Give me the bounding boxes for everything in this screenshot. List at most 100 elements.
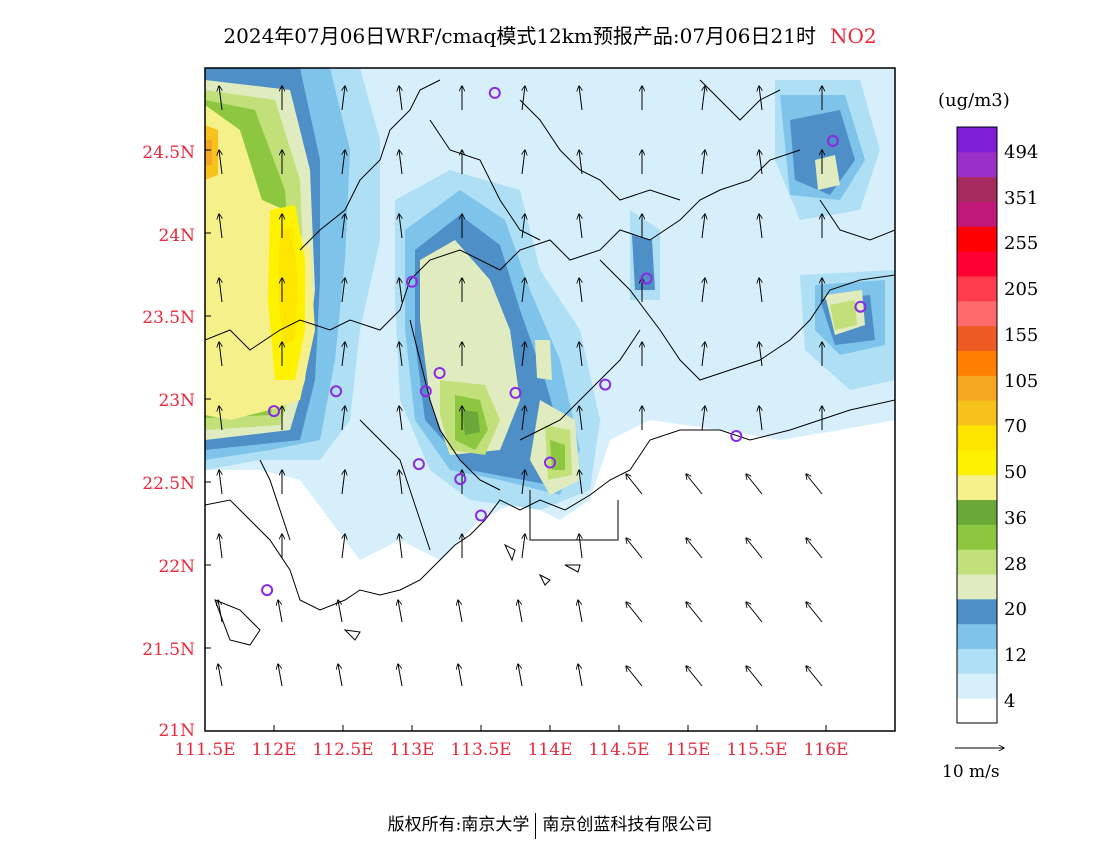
island: [538, 573, 551, 586]
border-line: [819, 199, 895, 241]
station-marker: [433, 367, 446, 379]
wind-arrow: [518, 664, 523, 687]
station-marker: [509, 386, 522, 399]
legend-color-swatch: [957, 151, 997, 178]
wind-arrow: [522, 150, 525, 175]
border-line: [699, 79, 781, 121]
wind-arrow: [686, 538, 703, 559]
wind-arrow: [759, 150, 762, 175]
wind-arrow: [626, 474, 643, 495]
lat-label: 24N: [158, 226, 195, 246]
lon-label: 116E: [803, 740, 849, 760]
legend-color-swatch: [957, 176, 997, 202]
legend-label: 155: [1004, 325, 1039, 346]
wind-arrow: [342, 534, 345, 559]
lon-label: 114.5E: [588, 740, 650, 760]
legend-unit: (ug/m3): [938, 90, 1010, 111]
wind-arrow: [399, 534, 402, 559]
station-marker: [419, 385, 432, 398]
wind-arrow: [219, 470, 222, 495]
wind-arrow: [626, 538, 643, 559]
wind-arrow: [522, 406, 525, 431]
wind-arrow: [342, 342, 345, 367]
wind-arrow: [219, 406, 222, 431]
wind-arrow: [399, 342, 402, 367]
wind-arrow: [702, 342, 705, 367]
island: [343, 629, 361, 641]
lat-label: 21N: [158, 721, 195, 741]
lon-label: 112E: [251, 740, 297, 760]
legend-color-swatch: [957, 673, 997, 699]
station-marker: [475, 509, 487, 522]
wind-arrow: [219, 534, 222, 559]
wind-arrow: [399, 278, 402, 303]
island: [503, 543, 516, 562]
wind-arrow: [746, 602, 763, 623]
copyright-footer: 版权所有:南京大学 南京创蓝科技有限公司: [0, 810, 1100, 839]
legend-color-swatch: [957, 350, 997, 376]
legend-label: 36: [1004, 508, 1027, 529]
station-marker: [488, 86, 501, 99]
wind-arrow: [702, 150, 705, 175]
lat-label: 22N: [158, 557, 195, 577]
border-line: [429, 119, 541, 241]
border-line: [519, 99, 681, 201]
border-line: [299, 79, 441, 251]
legend-color-swatch: [957, 648, 997, 674]
station-marker: [640, 272, 653, 285]
legend-label: 50: [1004, 462, 1027, 483]
legend-color-swatch: [957, 474, 997, 500]
legend-label: 205: [1004, 279, 1039, 300]
wind-arrow: [759, 86, 762, 111]
wind-arrow: [338, 664, 343, 687]
wind-arrow: [342, 86, 345, 111]
legend-color-swatch: [957, 300, 997, 327]
wind-arrow: [278, 664, 283, 687]
station-marker: [730, 430, 743, 442]
wind-arrow: [806, 538, 823, 559]
legend-label: 28: [1004, 554, 1027, 575]
wind-arrow: [342, 278, 345, 303]
wind-arrow: [686, 666, 703, 687]
legend-label: 351: [1004, 188, 1039, 209]
wind-arrow: [219, 214, 222, 239]
border-line: [259, 459, 291, 541]
wind-arrow: [578, 600, 583, 623]
legend-color-swatch: [957, 449, 997, 476]
wind-arrow: [579, 278, 582, 303]
wind-arrow: [219, 86, 222, 111]
legend-frame: [956, 126, 998, 724]
figure-title: 2024年07月06日WRF/cmaq模式12km预报产品:07月06日21时 N…: [0, 20, 1100, 49]
coastline: [205, 399, 895, 611]
wind-arrow: [458, 600, 463, 623]
wind-arrow: [806, 666, 823, 687]
lon-label: 112.5E: [312, 740, 374, 760]
wind-arrow: [579, 342, 582, 367]
lat-label: 24.5N: [142, 143, 195, 163]
border-line: [205, 149, 801, 351]
wind-arrow: [522, 470, 525, 495]
copyright-left: 版权所有:南京大学: [387, 815, 530, 835]
island: [564, 564, 581, 573]
station-marker: [544, 456, 556, 469]
wind-arrow: [219, 150, 222, 175]
lon-label: 113E: [389, 740, 435, 760]
hong-kong-box: [529, 490, 619, 541]
border-line: [519, 329, 641, 441]
axis-ticks: [204, 149, 827, 732]
station-marker: [854, 300, 867, 313]
wind-arrow: [579, 470, 582, 495]
legend-color-swatch: [957, 698, 997, 724]
wind-arrow: [522, 214, 525, 239]
wind-arrow: [522, 278, 525, 303]
lon-label: 111.5E: [174, 740, 236, 760]
lat-label: 23.5N: [142, 308, 195, 328]
wind-arrow: [806, 474, 823, 495]
station-marker: [268, 405, 280, 418]
station-marker: [454, 473, 467, 486]
station-marker: [261, 584, 274, 597]
coastline-boundaries: [205, 79, 895, 646]
legend-color-swatch: [957, 549, 997, 575]
wind-arrow: [522, 86, 525, 111]
legend-color-swatch: [957, 400, 997, 426]
